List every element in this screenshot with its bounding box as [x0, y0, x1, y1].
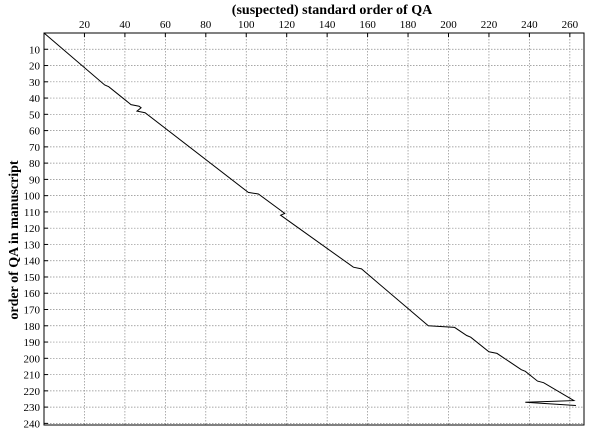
y-axis-label: order of QA in manuscript	[7, 160, 22, 320]
y-tick-label: 20	[29, 61, 41, 73]
x-tick-label: 260	[562, 19, 579, 31]
x-tick-label: 160	[359, 19, 376, 31]
x-tick-label: 180	[400, 19, 417, 31]
y-tick-label: 180	[24, 321, 41, 333]
y-tick-label: 50	[29, 109, 41, 121]
y-tick-label: 70	[29, 142, 41, 154]
x-tick-label: 20	[79, 19, 91, 31]
x-tick-label: 120	[278, 19, 295, 31]
y-tick-label: 30	[29, 77, 41, 89]
x-tick-label: 100	[238, 19, 255, 31]
x-tick-label: 140	[319, 19, 336, 31]
y-tick-label: 10	[29, 44, 41, 56]
x-tick-label: 240	[521, 19, 538, 31]
plot-frame	[43, 32, 585, 426]
y-tick-label: 220	[24, 386, 41, 398]
y-tick-label: 100	[24, 191, 41, 203]
x-tick-label: 80	[200, 19, 212, 31]
x-tick-label: 200	[440, 19, 457, 31]
y-tick-label: 80	[29, 158, 41, 170]
x-tick-label: 220	[481, 19, 498, 31]
y-tick-label: 140	[24, 256, 41, 268]
y-tick-label: 90	[29, 174, 41, 186]
x-axis-ticks: 20 40 60 80 100 120 140 160 180 200 220 240 260	[79, 19, 579, 37]
y-tick-label: 120	[24, 223, 41, 235]
y-tick-label: 40	[29, 93, 41, 105]
y-tick-label: 110	[24, 207, 41, 219]
y-tick-label: 60	[29, 126, 41, 138]
x-tick-label: 60	[160, 19, 172, 31]
x-tick-label: 40	[119, 19, 131, 31]
y-tick-label: 210	[24, 370, 41, 382]
chart-title: (suspected) standard order of QA	[232, 3, 433, 18]
y-tick-label: 170	[24, 305, 41, 317]
y-tick-label: 230	[24, 402, 41, 414]
grid	[44, 33, 584, 425]
y-tick-label: 190	[24, 337, 41, 349]
y-tick-label: 160	[24, 288, 41, 300]
series-line	[43, 32, 576, 406]
y-tick-label: 200	[24, 353, 41, 365]
y-tick-label: 150	[24, 272, 41, 284]
y-tick-label: 130	[24, 239, 41, 251]
y-tick-label: 240	[24, 418, 41, 430]
y-axis-ticks: 10 20 30 40 50 60 70 80 90 100 110 120 130 140 150 160 1…	[24, 44, 48, 430]
